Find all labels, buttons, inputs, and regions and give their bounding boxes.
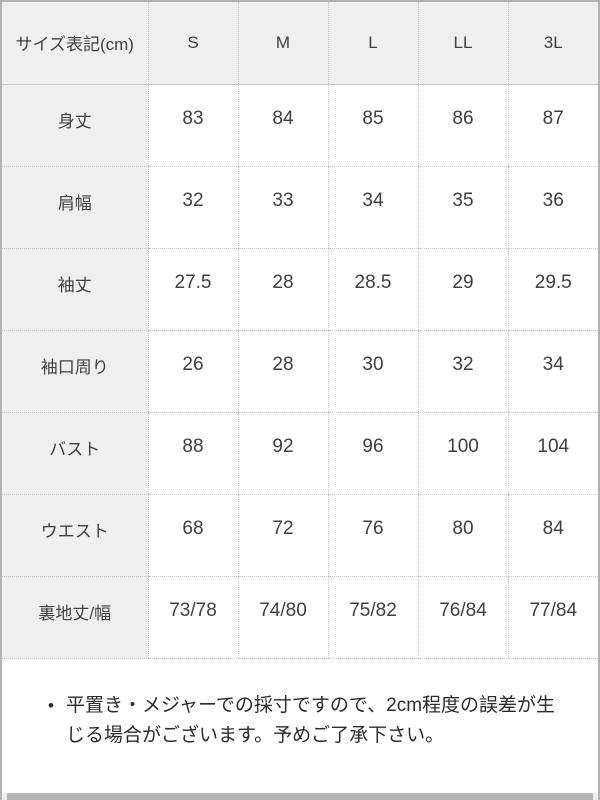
column-header-l: L — [327, 2, 418, 85]
size-value-cell: 34 — [507, 330, 598, 413]
size-value-cell: 96 — [327, 412, 418, 495]
header-row: サイズ表記(cm) S M L LL 3L — [2, 2, 598, 85]
table-row-bust: バスト 88 92 96 100 104 — [2, 412, 598, 495]
column-header-3l: 3L — [507, 2, 598, 85]
size-value-cell: 85 — [327, 84, 418, 167]
size-value-cell: 84 — [237, 84, 328, 167]
size-value-cell: 68 — [147, 494, 238, 577]
column-header-m: M — [237, 2, 328, 85]
size-value-cell: 74/80 — [237, 576, 328, 659]
size-value-cell: 36 — [507, 166, 598, 249]
size-value-cell: 104 — [507, 412, 598, 495]
size-value-cell: 34 — [327, 166, 418, 249]
row-label: 肩幅 — [2, 166, 148, 249]
table-row-body-length: 身丈 83 84 85 86 87 — [2, 84, 598, 167]
size-value-cell: 76/84 — [417, 576, 508, 659]
size-value-cell: 27.5 — [147, 248, 238, 331]
size-value-cell: 29 — [417, 248, 508, 331]
size-value-cell: 72 — [237, 494, 328, 577]
size-chart-table: サイズ表記(cm) S M L LL 3L 身丈 83 84 85 86 87 … — [2, 2, 598, 659]
size-value-cell: 35 — [417, 166, 508, 249]
row-label: 袖丈 — [2, 248, 148, 331]
size-value-cell: 77/84 — [507, 576, 598, 659]
size-value-cell: 83 — [147, 84, 238, 167]
column-header-s: S — [147, 2, 238, 85]
table-row-lining-length-width: 裏地丈/幅 73/78 74/80 75/82 76/84 77/84 — [2, 576, 598, 659]
size-value-cell: 30 — [327, 330, 418, 413]
size-value-cell: 26 — [147, 330, 238, 413]
row-label: 袖口周り — [2, 330, 148, 413]
column-header-ll: LL — [417, 2, 508, 85]
horizontal-scrollbar — [2, 793, 598, 800]
size-value-cell: 33 — [237, 166, 328, 249]
row-label: 裏地丈/幅 — [2, 576, 148, 659]
size-value-cell: 86 — [417, 84, 508, 167]
size-value-cell: 100 — [417, 412, 508, 495]
size-value-cell: 28 — [237, 330, 328, 413]
scrollbar-thumb[interactable] — [7, 793, 593, 800]
size-value-cell: 29.5 — [507, 248, 598, 331]
size-value-cell: 28 — [237, 248, 328, 331]
size-value-cell: 73/78 — [147, 576, 238, 659]
size-value-cell: 76 — [327, 494, 418, 577]
size-value-cell: 28.5 — [327, 248, 418, 331]
size-value-cell: 75/82 — [327, 576, 418, 659]
size-value-cell: 88 — [147, 412, 238, 495]
table-row-cuff-circumference: 袖口周り 26 28 30 32 34 — [2, 330, 598, 413]
size-value-cell: 80 — [417, 494, 508, 577]
size-value-cell: 84 — [507, 494, 598, 577]
table-row-shoulder-width: 肩幅 32 33 34 35 36 — [2, 166, 598, 249]
size-value-cell: 87 — [507, 84, 598, 167]
size-value-cell: 92 — [237, 412, 328, 495]
measurement-note-text: 平置き・メジャーでの採寸ですので、2cm程度の誤差が生じる場合がございます。予め… — [66, 694, 556, 746]
row-label: 身丈 — [2, 84, 148, 167]
row-label: バスト — [2, 412, 148, 495]
size-value-cell: 32 — [417, 330, 508, 413]
row-label: ウエスト — [2, 494, 148, 577]
table-row-sleeve-length: 袖丈 27.5 28 28.5 29 29.5 — [2, 248, 598, 331]
bullet-icon: • — [48, 695, 54, 715]
measurement-note: • 平置き・メジャーでの採寸ですので、2cm程度の誤差が生じる場合がございます。… — [2, 659, 598, 751]
column-header-size-label: サイズ表記(cm) — [2, 2, 148, 85]
table-row-waist: ウエスト 68 72 76 80 84 — [2, 494, 598, 577]
size-value-cell: 32 — [147, 166, 238, 249]
